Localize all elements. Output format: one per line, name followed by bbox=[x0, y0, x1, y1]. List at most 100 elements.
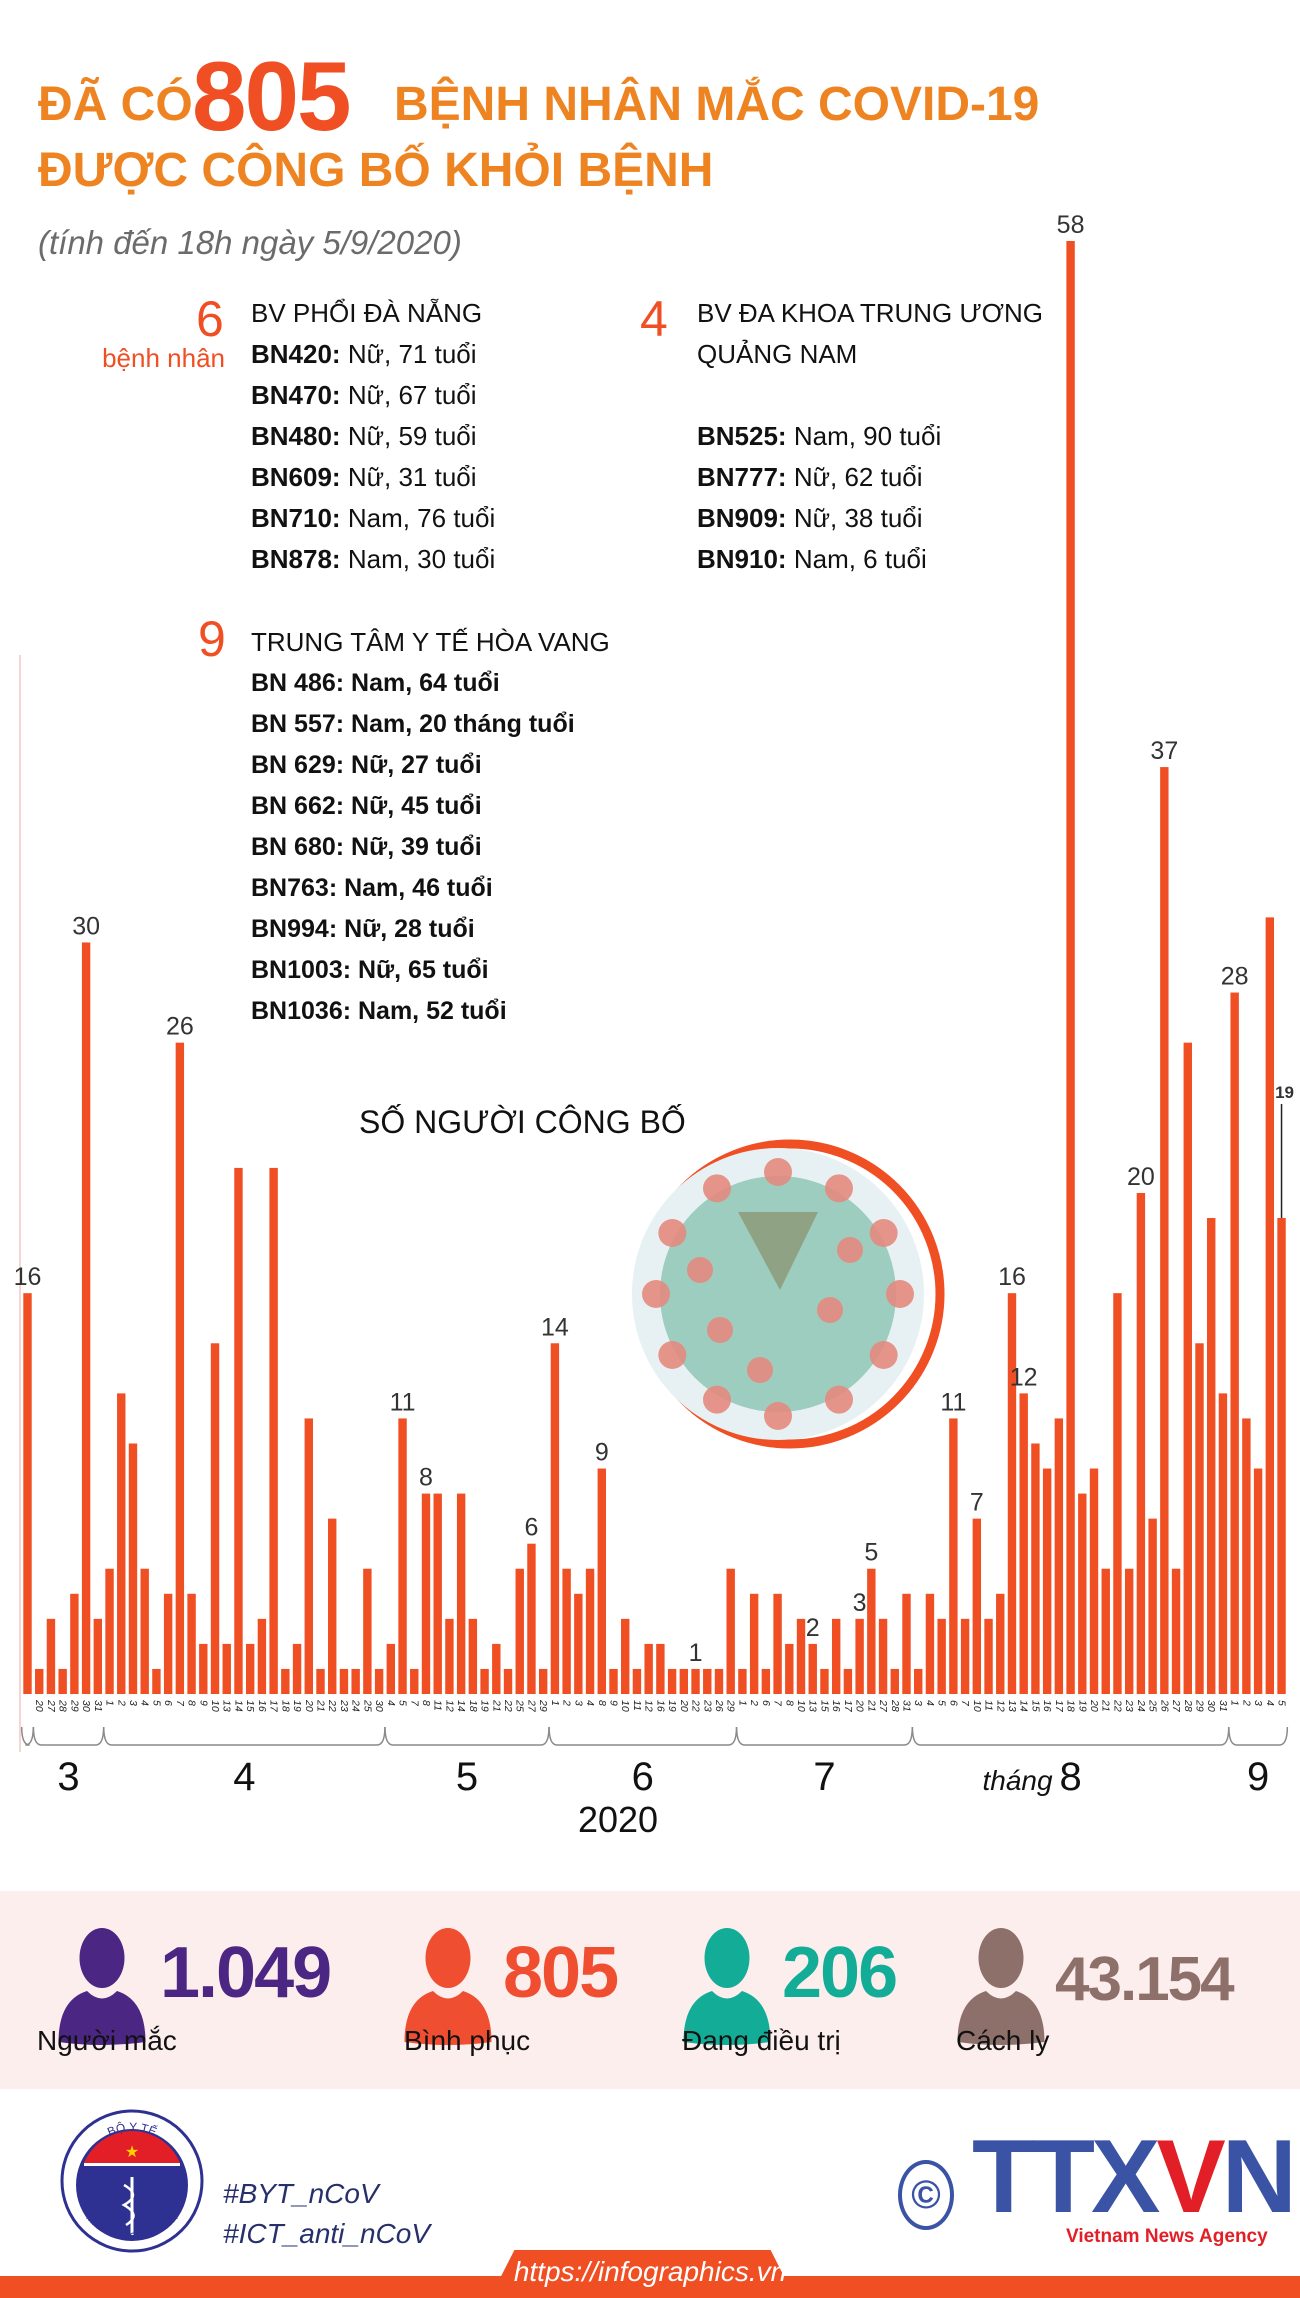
x-tick-label: 31 bbox=[92, 1700, 104, 1712]
month-bracket bbox=[384, 1726, 550, 1746]
virus-cutaway bbox=[738, 1212, 818, 1290]
url-tab bbox=[490, 2250, 795, 2298]
stat-value: 805 bbox=[503, 1933, 619, 2013]
bar bbox=[257, 1618, 267, 1694]
bar bbox=[1066, 241, 1075, 1694]
subtitle: (tính đến 18h ngày 5/9/2020) bbox=[38, 224, 462, 261]
x-tick-label: 3 bbox=[912, 1700, 924, 1706]
virus-spike bbox=[687, 1257, 713, 1283]
patient-row: BN1036: Nam, 52 tuổi bbox=[251, 997, 507, 1025]
stat-value: 43.154 bbox=[1055, 1945, 1235, 2014]
bar bbox=[503, 1668, 513, 1694]
chart-title: SỐ NGƯỜI CÔNG BỐ bbox=[359, 1104, 686, 1140]
x-tick-label: 7 bbox=[174, 1700, 186, 1707]
bar bbox=[105, 1568, 114, 1694]
month-label: 8 bbox=[1059, 1755, 1081, 1799]
x-tick-label: 4 bbox=[139, 1700, 151, 1706]
virus-spike bbox=[764, 1158, 792, 1186]
bar bbox=[281, 1668, 290, 1694]
bar bbox=[914, 1668, 923, 1694]
patient-row: BN420: Nữ, 71 tuổi bbox=[251, 339, 477, 369]
x-tick-label: 10 bbox=[795, 1700, 807, 1712]
month-label: 9 bbox=[1247, 1755, 1269, 1799]
bar bbox=[843, 1668, 853, 1694]
bar bbox=[175, 1042, 185, 1694]
x-tick-label: 10 bbox=[619, 1700, 631, 1712]
x-tick-label: 19 bbox=[1076, 1700, 1088, 1712]
bar bbox=[1277, 1218, 1286, 1694]
svg-text:★: ★ bbox=[125, 2144, 139, 2161]
x-tick-label: 29 bbox=[68, 1699, 80, 1712]
website-link[interactable]: https://infographics.vn bbox=[513, 2256, 787, 2287]
title-suffix: BỆNH NHÂN MẮC COVID-19 bbox=[394, 78, 1040, 131]
patient-row: BN525: Nam, 90 tuổi bbox=[697, 421, 942, 451]
bar bbox=[925, 1593, 935, 1694]
x-tick-label: 1 bbox=[549, 1700, 561, 1706]
x-tick-label: 29 bbox=[725, 1699, 737, 1712]
bar bbox=[515, 1568, 524, 1694]
value-label: 2 bbox=[806, 1614, 820, 1642]
x-tick-label: 27 bbox=[525, 1699, 537, 1713]
x-tick-label: 8 bbox=[783, 1700, 795, 1706]
hospital-count: 9 bbox=[198, 611, 226, 667]
x-tick-label: 17 bbox=[268, 1700, 280, 1713]
bar bbox=[421, 1493, 431, 1694]
value-label: 9 bbox=[595, 1439, 609, 1467]
x-tick-label: 11 bbox=[631, 1700, 643, 1711]
bar bbox=[1042, 1468, 1052, 1694]
virus-spike bbox=[707, 1317, 733, 1343]
x-tick-label: 24 bbox=[350, 1699, 362, 1712]
x-tick-label: 27 bbox=[877, 1699, 889, 1713]
hashtag-ict[interactable]: #ICT_anti_nCoV bbox=[223, 2218, 431, 2249]
x-tick-label: 21 bbox=[490, 1699, 502, 1712]
x-tick-label: 21 bbox=[1100, 1699, 1112, 1712]
x-tick-label: 27 bbox=[1170, 1699, 1182, 1713]
x-tick-label: 4 bbox=[924, 1700, 936, 1706]
x-tick-label: 2 bbox=[748, 1699, 760, 1706]
patient-row: BN910: Nam, 6 tuổi bbox=[697, 544, 927, 574]
bar bbox=[808, 1643, 817, 1694]
bar bbox=[374, 1668, 384, 1694]
x-tick-label: 20 bbox=[678, 1699, 690, 1712]
x-tick-label: 16 bbox=[1041, 1700, 1053, 1712]
bar bbox=[187, 1593, 196, 1694]
x-tick-label: 22 bbox=[326, 1699, 338, 1712]
virus-spike bbox=[703, 1174, 731, 1203]
patient-row: BN994: Nữ, 28 tuổi bbox=[251, 915, 475, 943]
x-tick-label: 5 bbox=[397, 1700, 409, 1706]
x-tick-label: 10 bbox=[971, 1700, 983, 1712]
x-tick-label: 13 bbox=[1006, 1700, 1018, 1712]
x-tick-label: 14 bbox=[455, 1700, 467, 1712]
person-icon bbox=[58, 1928, 146, 2045]
month-bracket bbox=[1228, 1726, 1289, 1746]
bar bbox=[644, 1643, 653, 1694]
x-tick-label: 12 bbox=[994, 1700, 1006, 1712]
x-tick-label: 19 bbox=[666, 1700, 678, 1712]
stat-label: Đang điều trị bbox=[682, 2025, 841, 2056]
x-tick-label: 9 bbox=[608, 1700, 620, 1706]
value-label: 12 bbox=[1010, 1363, 1038, 1391]
bar bbox=[199, 1643, 208, 1694]
x-tick-label: 24 bbox=[1135, 1699, 1147, 1712]
month-prefix-label: tháng bbox=[983, 1765, 1053, 1796]
bar bbox=[339, 1668, 349, 1694]
bar bbox=[1007, 1293, 1017, 1694]
month-bracket bbox=[20, 1726, 35, 1746]
month-bracket bbox=[102, 1726, 386, 1746]
x-tick-label: 22 bbox=[502, 1699, 514, 1712]
bar bbox=[328, 1518, 337, 1694]
patient-row: BN609: Nữ, 31 tuổi bbox=[251, 462, 477, 492]
x-tick-label: 15 bbox=[244, 1700, 256, 1712]
x-tick-label: 1 bbox=[736, 1700, 748, 1706]
bar bbox=[81, 942, 91, 1694]
bar bbox=[363, 1568, 372, 1694]
hospital-count: 4 bbox=[640, 291, 668, 347]
patient-row: BN 662: Nữ, 45 tuổi bbox=[251, 792, 482, 820]
x-tick-label: 16 bbox=[256, 1700, 268, 1712]
x-tick-label: 25 bbox=[361, 1699, 373, 1712]
virus-spike bbox=[764, 1402, 792, 1430]
virus-illustration bbox=[632, 1139, 945, 1449]
hashtag-byt[interactable]: #BYT_nCoV bbox=[223, 2178, 379, 2209]
bar bbox=[386, 1643, 396, 1694]
virus-spike bbox=[642, 1280, 670, 1308]
